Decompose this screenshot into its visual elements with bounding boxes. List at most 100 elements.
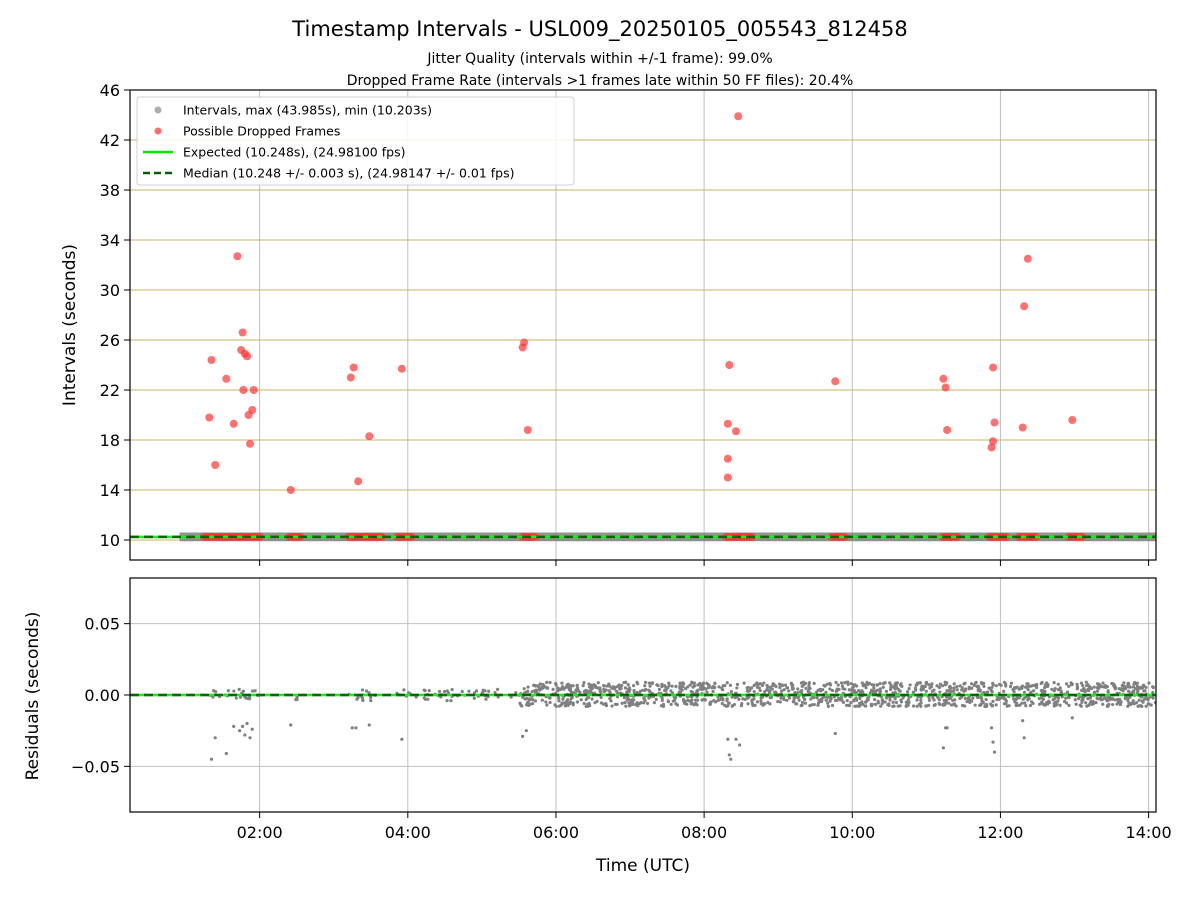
residual-point bbox=[598, 689, 602, 693]
residual-point bbox=[244, 696, 248, 700]
residual-point bbox=[949, 690, 953, 694]
residual-point bbox=[891, 685, 895, 689]
residual-point bbox=[783, 683, 788, 687]
residual-point bbox=[920, 685, 924, 689]
residual-point bbox=[1026, 682, 1030, 686]
dropped-frame-point bbox=[725, 361, 734, 369]
residual-point bbox=[1117, 697, 1122, 701]
residual-point bbox=[982, 690, 986, 695]
chart-subtitle-dropped: Dropped Frame Rate (intervals >1 frames … bbox=[347, 73, 854, 89]
residual-point bbox=[354, 726, 358, 730]
residual-point bbox=[719, 695, 724, 700]
residual-point bbox=[735, 686, 739, 690]
residual-point bbox=[883, 700, 887, 704]
residual-point bbox=[1030, 684, 1034, 688]
residual-point bbox=[1056, 699, 1060, 703]
residual-point bbox=[1126, 682, 1130, 686]
residual-point bbox=[801, 695, 806, 699]
residual-point bbox=[1099, 684, 1103, 689]
residual-point bbox=[720, 701, 724, 706]
residual-point bbox=[984, 697, 988, 702]
residual-point bbox=[446, 691, 451, 695]
residual-point bbox=[248, 736, 252, 740]
residual-point bbox=[917, 702, 921, 706]
residual-point bbox=[752, 689, 756, 694]
residual-point bbox=[978, 689, 982, 693]
dropped-frame-point bbox=[939, 374, 948, 383]
residual-point bbox=[632, 689, 636, 693]
dropped-frame-point bbox=[523, 426, 532, 434]
residual-point bbox=[807, 681, 811, 685]
residual-point bbox=[768, 685, 772, 689]
residual-point bbox=[828, 681, 832, 686]
residual-point bbox=[514, 691, 518, 695]
residual-point bbox=[544, 700, 548, 704]
legend-marker-dropped bbox=[154, 127, 162, 135]
residual-point bbox=[952, 702, 957, 706]
residual-point bbox=[1105, 704, 1109, 708]
residual-point bbox=[521, 734, 525, 738]
residual-point bbox=[840, 684, 845, 688]
residual-point bbox=[1037, 702, 1042, 706]
x-axis-label: Time (UTC) bbox=[595, 856, 690, 876]
legend: Intervals, max (43.985s), min (10.203s) P… bbox=[136, 96, 575, 186]
residual-point bbox=[712, 698, 716, 703]
residual-point bbox=[737, 697, 741, 702]
residual-point bbox=[213, 736, 217, 740]
residual-point bbox=[924, 704, 928, 708]
residual-point bbox=[1047, 699, 1051, 703]
y-tick-label: 14 bbox=[100, 481, 120, 500]
residual-point bbox=[904, 700, 908, 704]
residual-point bbox=[963, 696, 967, 701]
legend-label: Possible Dropped Frames bbox=[183, 124, 340, 139]
residual-point bbox=[467, 689, 471, 693]
residual-point bbox=[400, 737, 404, 741]
residual-point bbox=[540, 686, 544, 690]
residual-point bbox=[674, 684, 678, 688]
residual-point bbox=[1075, 685, 1080, 689]
residual-point bbox=[904, 704, 908, 708]
residual-point bbox=[810, 703, 814, 707]
residual-point bbox=[766, 685, 770, 689]
residual-point bbox=[1017, 696, 1021, 700]
residual-point bbox=[289, 723, 293, 727]
residual-point bbox=[930, 689, 935, 693]
residual-point bbox=[852, 699, 856, 703]
residual-point bbox=[711, 689, 715, 693]
residual-point bbox=[1137, 698, 1141, 702]
residual-point bbox=[680, 688, 684, 692]
residual-point bbox=[1113, 685, 1118, 690]
residual-point bbox=[789, 681, 793, 685]
residual-point bbox=[684, 687, 688, 691]
residual-point bbox=[582, 681, 586, 685]
dropped-frame-point bbox=[207, 356, 216, 364]
residual-point bbox=[1126, 685, 1131, 689]
residual-point bbox=[493, 690, 497, 695]
residual-point bbox=[758, 688, 762, 693]
residual-point bbox=[768, 702, 772, 706]
residual-point bbox=[696, 688, 700, 692]
residual-point bbox=[800, 700, 805, 705]
residual-point bbox=[824, 698, 828, 702]
residual-point bbox=[785, 686, 790, 690]
residual-point bbox=[1146, 702, 1150, 706]
residual-point bbox=[980, 680, 984, 685]
residual-point bbox=[1115, 702, 1119, 706]
residual-point bbox=[1020, 701, 1024, 705]
residual-point bbox=[472, 696, 476, 700]
residual-point bbox=[1103, 696, 1107, 700]
dropped-frame-point bbox=[1068, 416, 1077, 424]
residual-point bbox=[994, 703, 998, 707]
residual-point bbox=[1101, 681, 1105, 685]
residual-point bbox=[569, 697, 573, 701]
residual-point bbox=[873, 702, 878, 706]
residual-point bbox=[973, 703, 977, 707]
residual-point bbox=[1149, 703, 1153, 707]
residual-point bbox=[759, 699, 763, 703]
residual-point bbox=[889, 683, 893, 687]
residual-point bbox=[472, 691, 477, 695]
residual-point bbox=[807, 684, 811, 688]
residual-point bbox=[545, 703, 549, 707]
residual-point bbox=[751, 703, 755, 708]
residual-point bbox=[602, 702, 606, 706]
